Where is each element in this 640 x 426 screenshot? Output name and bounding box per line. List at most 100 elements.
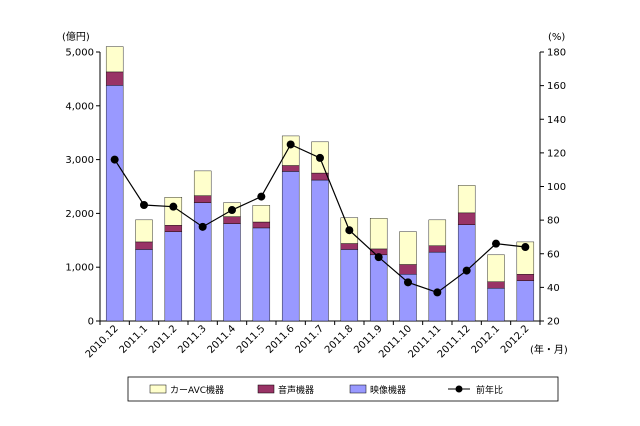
bar-segment-0	[369, 254, 388, 322]
right-tick-label: 160	[547, 81, 566, 92]
yoy-point	[374, 253, 383, 262]
bar-segment-1	[487, 281, 505, 289]
yoy-point	[521, 243, 530, 252]
x-tick-label: 2011.5	[235, 323, 268, 356]
yoy-point	[257, 192, 266, 201]
legend-item-yoy: 前年比	[448, 384, 503, 396]
yoy-point	[316, 153, 324, 162]
bar-segment-0	[105, 85, 124, 322]
legend: カーAVC機器 音声機器 映像機器 前年比	[127, 376, 559, 402]
x-tick-label: 2011.7	[294, 323, 327, 356]
yoy-point	[433, 288, 442, 297]
x-tick-label: 2011.1	[118, 323, 151, 356]
bar-segment-1	[457, 212, 476, 225]
bar-segment-0	[487, 287, 505, 322]
bar-segment-0	[252, 227, 271, 322]
x-tick-label: 2011.6	[264, 323, 297, 356]
bar-segment-1	[223, 216, 241, 224]
left-tick-label: 5,000	[65, 48, 94, 59]
legend-swatch-video	[349, 384, 367, 394]
x-tick-label: 2012.2	[499, 323, 532, 356]
bar-segment-1	[164, 225, 183, 232]
bar-segment-1	[193, 195, 212, 203]
legend-label-audio: 音声機器	[278, 384, 314, 396]
bar-segment-2	[428, 219, 447, 246]
yoy-point	[286, 140, 295, 149]
right-axis-unit: (%)	[548, 32, 565, 43]
right-tick-label: 180	[547, 48, 566, 59]
left-tick-label: 3,000	[65, 155, 94, 166]
right-tick-label: 100	[547, 182, 566, 193]
bar-segment-0	[340, 249, 359, 322]
left-axis-unit: (億円)	[62, 30, 90, 43]
right-tick-label: 120	[547, 148, 566, 159]
legend-label-car-avc: カーAVC機器	[170, 384, 224, 396]
yoy-point	[110, 155, 119, 164]
bar-segment-0	[193, 202, 212, 322]
yoy-point	[228, 206, 236, 215]
right-tick-label: 60	[547, 249, 560, 260]
bar-segment-2	[105, 46, 124, 73]
bar-series-group	[105, 46, 535, 322]
right-tick-label: 20	[547, 317, 560, 328]
legend-item-car-avc: カーAVC機器	[149, 384, 224, 396]
left-tick-label: 0	[88, 317, 94, 328]
bar-segment-2	[281, 135, 300, 166]
yoy-point	[492, 239, 500, 248]
bar-segment-2	[516, 241, 535, 275]
bar-segment-2	[457, 185, 476, 214]
right-tick-label: 80	[547, 216, 560, 227]
yoy-point	[462, 266, 471, 275]
right-tick-label: 40	[547, 283, 560, 294]
x-tick-label: 2012.1	[470, 323, 503, 356]
x-axis-unit: (年・月)	[530, 343, 568, 356]
legend-swatch-audio	[257, 384, 275, 394]
left-tick-label: 1,000	[65, 263, 94, 274]
legend-item-audio: 音声機器	[257, 384, 314, 396]
bar-segment-0	[311, 179, 329, 322]
bar-segment-0	[164, 231, 183, 322]
legend-label-video: 映像機器	[370, 384, 406, 396]
bar-segment-1	[340, 243, 359, 250]
legend-item-video: 映像機器	[349, 384, 406, 396]
bar-segment-0	[516, 280, 535, 322]
x-tick-label: 2011.3	[176, 323, 209, 356]
bar-segment-1	[252, 221, 271, 229]
x-tick-label: 2011.8	[323, 323, 356, 356]
axis-labels-group: (億円) (%) (年・月)	[62, 30, 568, 356]
left-tick-label: 2,000	[65, 209, 94, 220]
x-tick-label: 2011.4	[206, 323, 239, 356]
bar-segment-2	[399, 231, 417, 265]
legend-marker-yoy	[455, 385, 463, 393]
x-tick-label: 2011.2	[147, 323, 180, 356]
bar-segment-2	[369, 218, 388, 250]
right-tick-label: 140	[547, 115, 566, 126]
bar-segment-0	[428, 251, 447, 322]
bar-segment-0	[223, 223, 241, 322]
x-tick-label: 2010.12	[84, 323, 121, 360]
bar-segment-1	[281, 165, 300, 172]
legend-swatch-car-avc	[149, 384, 167, 394]
bar-segment-1	[516, 273, 535, 281]
bar-segment-2	[135, 219, 153, 243]
left-tick-label: 4,000	[65, 101, 94, 112]
yoy-point	[140, 200, 148, 209]
yoy-point	[404, 278, 412, 287]
bar-segment-0	[281, 171, 300, 322]
bar-segment-2	[252, 205, 271, 223]
x-tick-label: 2011.12	[436, 323, 473, 360]
bar-segment-1	[428, 245, 447, 253]
yoy-point	[345, 226, 354, 235]
bar-segment-1	[105, 71, 124, 86]
bar-segment-1	[399, 264, 417, 275]
legend-frame	[127, 376, 559, 402]
line-series-group	[110, 140, 530, 297]
yoy-point	[198, 222, 207, 231]
bar-segment-1	[135, 241, 153, 250]
bar-segment-0	[135, 249, 153, 322]
legend-label-yoy: 前年比	[476, 384, 503, 396]
bar-segment-2	[193, 170, 212, 196]
bar-segment-2	[487, 254, 505, 282]
yoy-point	[169, 202, 178, 211]
